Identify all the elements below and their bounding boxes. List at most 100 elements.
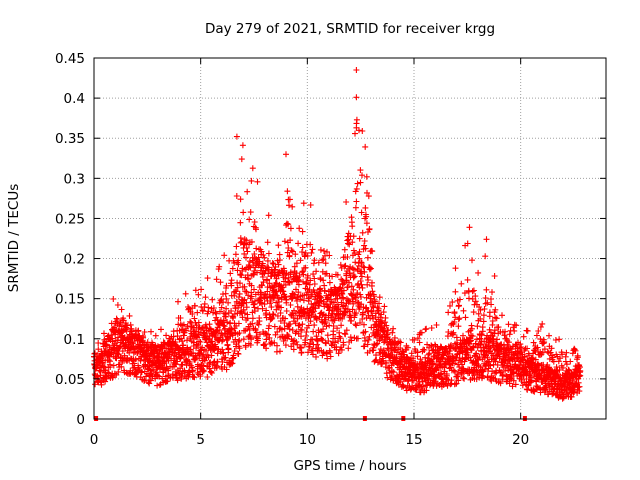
data-point xyxy=(296,273,303,279)
data-point xyxy=(423,387,430,394)
data-point xyxy=(324,332,331,339)
data-point xyxy=(174,377,181,384)
data-point xyxy=(182,290,189,297)
data-point xyxy=(265,331,271,338)
data-point xyxy=(233,193,240,199)
data-point xyxy=(461,290,468,297)
data-point xyxy=(547,349,554,356)
data-point xyxy=(303,281,310,288)
data-point xyxy=(280,288,287,295)
data-point xyxy=(300,297,307,304)
data-point xyxy=(478,331,485,338)
data-point xyxy=(320,256,327,263)
data-point xyxy=(560,364,566,371)
data-point xyxy=(248,238,255,245)
data-point xyxy=(344,284,351,291)
data-point-peak xyxy=(353,94,360,101)
data-point xyxy=(248,282,255,289)
data-point xyxy=(251,219,258,225)
data-point xyxy=(533,383,540,389)
data-point xyxy=(311,275,318,282)
data-point xyxy=(274,342,280,349)
data-point xyxy=(251,251,258,257)
data-point xyxy=(377,346,384,353)
data-point xyxy=(464,276,471,283)
data-point xyxy=(249,320,256,327)
data-point xyxy=(341,263,348,270)
data-point xyxy=(228,308,235,314)
data-point xyxy=(283,270,290,277)
data-point xyxy=(269,315,276,321)
data-point xyxy=(252,298,258,305)
data-point xyxy=(314,338,321,345)
data-point xyxy=(95,346,102,353)
data-point xyxy=(288,247,295,254)
data-point xyxy=(116,344,123,351)
data-point xyxy=(170,333,177,340)
data-point xyxy=(393,353,400,360)
data-point xyxy=(364,281,371,288)
data-point xyxy=(323,323,330,330)
data-point xyxy=(304,252,311,259)
data-point xyxy=(475,357,482,364)
data-point xyxy=(563,349,570,356)
data-point xyxy=(451,360,458,367)
data-point xyxy=(222,325,228,332)
data-point xyxy=(231,348,238,354)
data-point xyxy=(421,347,428,353)
data-point xyxy=(216,263,223,270)
data-point xyxy=(261,301,268,308)
data-point xyxy=(488,301,495,308)
data-point xyxy=(363,173,370,180)
data-point xyxy=(353,198,360,205)
data-point xyxy=(447,302,453,309)
data-point xyxy=(383,322,390,329)
data-point xyxy=(284,332,291,338)
data-point xyxy=(453,334,460,341)
data-point xyxy=(447,364,454,371)
data-point xyxy=(474,323,481,330)
data-point xyxy=(508,374,515,381)
data-point xyxy=(187,346,194,353)
data-point xyxy=(473,350,480,357)
data-point xyxy=(334,271,341,278)
data-point xyxy=(553,364,560,371)
data-point xyxy=(278,326,285,333)
data-point xyxy=(291,307,297,314)
data-point xyxy=(455,377,462,384)
data-point xyxy=(237,280,243,287)
data-point xyxy=(228,359,234,366)
data-point xyxy=(344,254,351,260)
data-point xyxy=(277,310,284,316)
data-point xyxy=(352,130,358,137)
data-point xyxy=(103,341,110,348)
data-point xyxy=(408,350,415,357)
data-point xyxy=(296,225,303,232)
data-point xyxy=(423,325,430,332)
data-point xyxy=(458,280,465,287)
data-point xyxy=(207,368,214,375)
data-point xyxy=(174,358,181,365)
data-point xyxy=(204,275,211,282)
data-point-peak xyxy=(466,224,473,231)
data-point xyxy=(271,339,278,346)
data-point xyxy=(462,314,469,321)
data-point xyxy=(286,202,292,209)
data-point xyxy=(365,277,372,283)
data-point xyxy=(292,251,299,258)
data-point xyxy=(482,253,489,260)
data-point xyxy=(381,303,388,310)
data-point xyxy=(225,346,232,353)
data-point xyxy=(357,278,364,284)
data-point xyxy=(203,348,209,354)
data-point xyxy=(332,335,339,342)
data-point xyxy=(240,209,247,216)
data-point xyxy=(174,333,181,339)
data-point xyxy=(326,279,333,286)
data-point xyxy=(300,271,307,278)
data-point xyxy=(275,242,282,249)
data-point xyxy=(148,328,154,335)
y-tick-label: 0.2 xyxy=(64,252,85,268)
data-point xyxy=(275,295,281,302)
data-point xyxy=(110,296,117,302)
